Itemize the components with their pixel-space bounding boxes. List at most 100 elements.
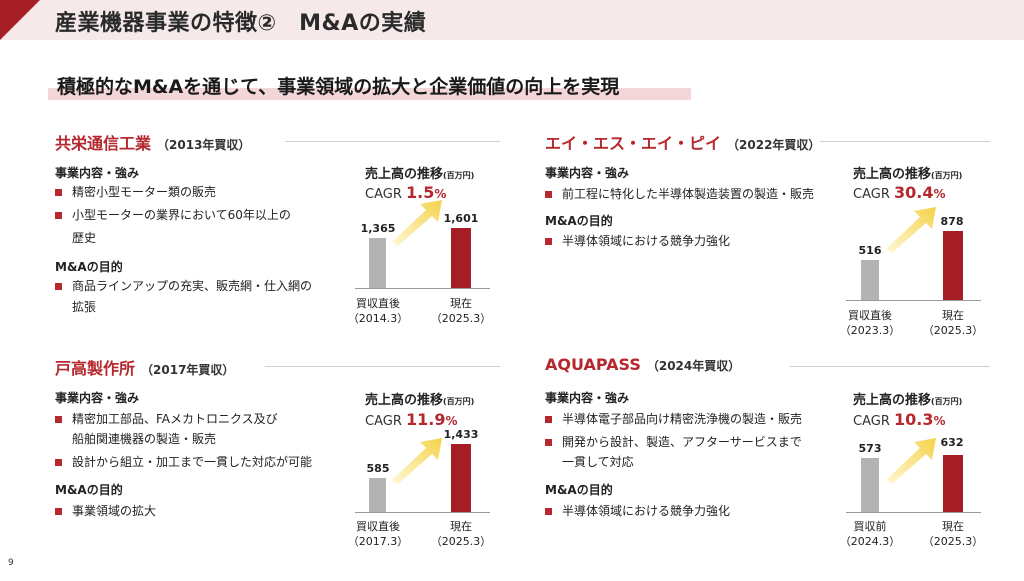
- bar-before: [861, 260, 879, 300]
- purpose-bullet: 半導体領域における競争力強化: [545, 501, 730, 522]
- acquisition-year: （2024年買収）: [646, 359, 741, 373]
- bar-now: [943, 231, 963, 300]
- sales-chart-title: 売上高の推移(百万円): [365, 167, 475, 182]
- company-card-kyoei: 共栄通信工業 （2013年買収） 事業内容・強み 精密小型モーター類の販売 小型モ…: [55, 130, 505, 330]
- label-now: 現在 （2025.3）: [922, 520, 984, 548]
- business-bullet-cont: 船舶関連機器の製造・販売: [72, 432, 217, 446]
- sales-chart-title: 売上高の推移(百万円): [853, 393, 963, 408]
- label-before: 買収直後 （2017.3）: [347, 520, 409, 548]
- purpose-bullet: 商品ラインアップの充実、販売網・仕入網の: [55, 276, 312, 297]
- growth-arrow-icon: [392, 438, 442, 484]
- label-before: 買収前 （2024.3）: [839, 520, 901, 548]
- company-card-aquapass: AQUAPASS （2024年買収） 事業内容・強み 半導体電子部品向け精密洗浄機…: [545, 355, 995, 555]
- business-bullet: 設計から組立・加工まで一貫した対応が可能: [55, 452, 312, 473]
- value-now: 1,433: [443, 428, 479, 441]
- cagr: CAGR 10.3%: [853, 410, 946, 429]
- purpose-bullet: 事業領域の拡大: [55, 501, 156, 522]
- business-bullet: 前工程に特化した半導体製造装置の製造・販売: [545, 184, 814, 205]
- company-name: 共栄通信工業 （2013年買収）: [55, 130, 250, 154]
- page-title: 産業機器事業の特徴② M&Aの実績: [55, 11, 427, 36]
- bullet-square-icon: [545, 416, 552, 423]
- growth-arrow-icon: [392, 200, 442, 246]
- business-bullet-cont: 一貫して対応: [562, 455, 634, 469]
- bar-now: [943, 455, 963, 512]
- value-now: 878: [940, 215, 964, 228]
- label-now: 現在 （2025.3）: [430, 520, 492, 548]
- cagr: CAGR 30.4%: [853, 183, 946, 202]
- label-now: 現在 （2025.3）: [430, 297, 492, 325]
- value-now: 632: [940, 436, 964, 449]
- business-label: 事業内容・強み: [545, 166, 630, 180]
- business-bullet: 精密加工部品、FAメカトロニクス及び: [55, 409, 278, 430]
- company-name: エイ・エス・エイ・ピイ （2022年買収）: [545, 130, 820, 154]
- business-label: 事業内容・強み: [55, 166, 140, 180]
- label-before: 買収直後 （2014.3）: [347, 297, 409, 325]
- business-bullet-cont: 歴史: [72, 231, 97, 245]
- bullet-square-icon: [55, 283, 62, 290]
- business-bullet: 半導体電子部品向け精密洗浄機の製造・販売: [545, 409, 802, 430]
- bullet-square-icon: [55, 189, 62, 196]
- bullet-square-icon: [545, 191, 552, 198]
- company-name: AQUAPASS （2024年買収）: [545, 355, 740, 374]
- acquisition-year: （2013年買収）: [157, 138, 251, 152]
- bullet-square-icon: [55, 416, 62, 423]
- corner-triangle-icon: [0, 0, 40, 40]
- bar-before: [369, 478, 386, 512]
- business-bullet: 小型モーターの業界において60年以上の: [55, 205, 291, 226]
- sales-chart-title: 売上高の推移(百万円): [853, 167, 963, 182]
- sales-chart-title: 売上高の推移(百万円): [365, 393, 475, 408]
- company-card-asap: エイ・エス・エイ・ピイ （2022年買収） 事業内容・強み 前工程に特化した半導体…: [545, 130, 995, 330]
- company-name-text: エイ・エス・エイ・ピイ: [545, 134, 722, 153]
- acquisition-year: （2017年買収）: [141, 363, 235, 377]
- value-before: 516: [858, 244, 882, 257]
- chart-baseline: [846, 300, 981, 301]
- cagr: CAGR 1.5%: [365, 183, 447, 202]
- bar-before: [369, 238, 386, 288]
- bullet-square-icon: [545, 439, 552, 446]
- bullet-square-icon: [55, 459, 62, 466]
- chart-baseline: [355, 512, 490, 513]
- bar-now: [451, 228, 471, 288]
- bar-now: [451, 444, 471, 512]
- purpose-label: M&Aの目的: [55, 483, 123, 497]
- business-bullet: 精密小型モーター類の販売: [55, 182, 216, 203]
- value-before: 1,365: [360, 222, 396, 235]
- purpose-label: M&Aの目的: [55, 260, 123, 274]
- label-now: 現在 （2025.3）: [922, 309, 984, 337]
- purpose-bullet: 半導体領域における競争力強化: [545, 231, 730, 252]
- divider: [285, 141, 500, 142]
- bar-before: [861, 458, 879, 512]
- label-before: 買収直後 （2023.3）: [839, 309, 901, 337]
- business-label: 事業内容・強み: [55, 391, 140, 405]
- divider: [265, 366, 500, 367]
- purpose-bullet-cont: 拡張: [72, 300, 97, 314]
- company-name-text: 戸高製作所: [55, 359, 136, 378]
- purpose-label: M&Aの目的: [545, 483, 613, 497]
- growth-arrow-icon: [886, 438, 936, 484]
- bullet-square-icon: [55, 508, 62, 515]
- chart-baseline: [846, 512, 981, 513]
- page-number: 9: [8, 558, 14, 568]
- business-bullet: 開発から設計、製造、アフターサービスまで: [545, 432, 802, 453]
- value-before: 585: [366, 462, 390, 475]
- business-label: 事業内容・強み: [545, 391, 630, 405]
- growth-arrow-icon: [886, 207, 936, 253]
- purpose-label: M&Aの目的: [545, 214, 613, 228]
- subtitle: 積極的なM&Aを通じて、事業領域の拡大と企業価値の向上を実現: [57, 76, 620, 98]
- bullet-square-icon: [545, 508, 552, 515]
- cagr: CAGR 11.9%: [365, 410, 458, 429]
- divider: [790, 366, 990, 367]
- acquisition-year: （2022年買収）: [727, 138, 821, 152]
- bullet-square-icon: [545, 238, 552, 245]
- chart-baseline: [355, 288, 490, 289]
- company-card-todaka: 戸高製作所 （2017年買収） 事業内容・強み 精密加工部品、FAメカトロニクス及…: [55, 355, 505, 555]
- value-now: 1,601: [443, 212, 479, 225]
- divider: [820, 141, 990, 142]
- subtitle-highlight: [48, 88, 691, 100]
- header-bar: 産業機器事業の特徴② M&Aの実績: [0, 0, 1024, 40]
- company-name: 戸高製作所 （2017年買収）: [55, 355, 234, 379]
- company-name-text: AQUAPASS: [545, 355, 641, 374]
- company-name-text: 共栄通信工業: [55, 134, 152, 153]
- bullet-square-icon: [55, 212, 62, 219]
- value-before: 573: [858, 442, 882, 455]
